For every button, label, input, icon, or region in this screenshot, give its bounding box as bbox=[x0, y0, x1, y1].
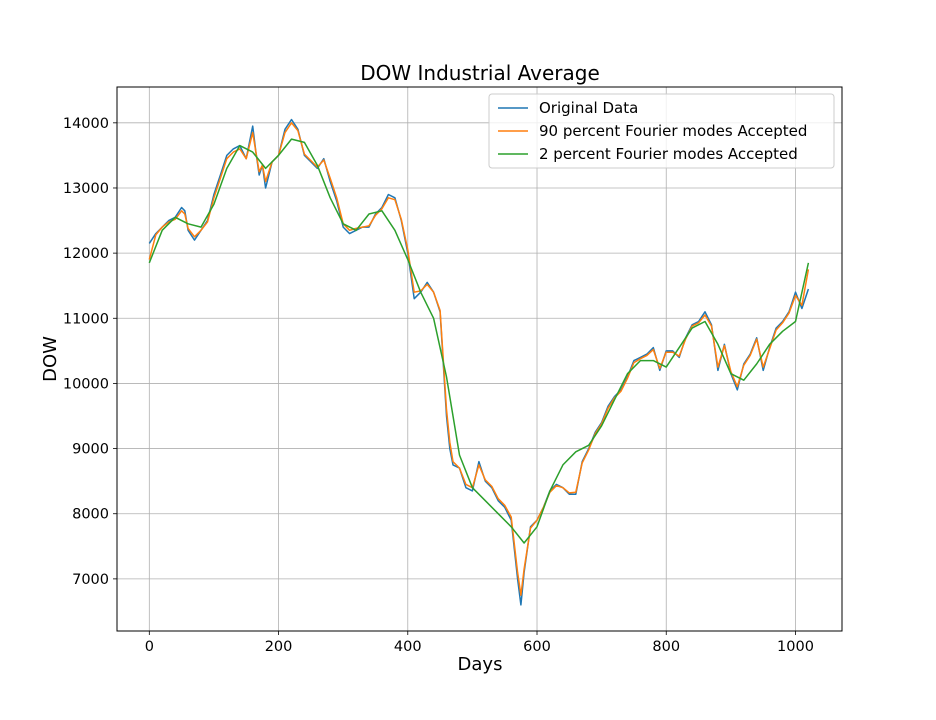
legend-label-original: Original Data bbox=[539, 99, 638, 117]
y-tick-label: 12000 bbox=[63, 246, 109, 262]
x-tick-label: 600 bbox=[523, 639, 551, 655]
legend-box bbox=[488, 93, 835, 169]
x-tick-label: 800 bbox=[652, 639, 680, 655]
x-tick-label: 200 bbox=[265, 639, 293, 655]
legend: Original Data 90 percent Fourier modes Ac… bbox=[488, 93, 835, 169]
grid-lines bbox=[117, 87, 842, 631]
y-tick-label: 8000 bbox=[72, 507, 109, 523]
chart-title: DOW Industrial Average bbox=[360, 61, 600, 85]
y-axis-ticks: 7000 8000 9000 10000 11000 12000 13000 14000 bbox=[63, 116, 117, 588]
y-axis-label: DOW bbox=[40, 336, 61, 382]
series-line-ninety bbox=[148, 122, 810, 596]
x-tick-label: 0 bbox=[145, 639, 154, 655]
y-tick-label: 7000 bbox=[72, 572, 109, 588]
legend-label-ninety: 90 percent Fourier modes Accepted bbox=[539, 122, 807, 140]
y-tick-label: 9000 bbox=[72, 442, 109, 458]
axes-frame bbox=[116, 86, 843, 632]
x-tick-label: 400 bbox=[394, 639, 422, 655]
x-axis-ticks: 0 200 400 600 800 1000 bbox=[145, 631, 814, 655]
x-axis-label: Days bbox=[458, 654, 503, 675]
y-tick-label: 10000 bbox=[63, 376, 109, 392]
plot-lines bbox=[148, 118, 810, 606]
y-tick-label: 14000 bbox=[63, 116, 109, 132]
y-tick-label: 11000 bbox=[63, 311, 109, 327]
y-tick-label: 13000 bbox=[63, 181, 109, 197]
legend-label-two: 2 percent Fourier modes Accepted bbox=[539, 145, 798, 163]
x-tick-label: 1000 bbox=[777, 639, 814, 655]
series-line-two bbox=[148, 138, 810, 544]
